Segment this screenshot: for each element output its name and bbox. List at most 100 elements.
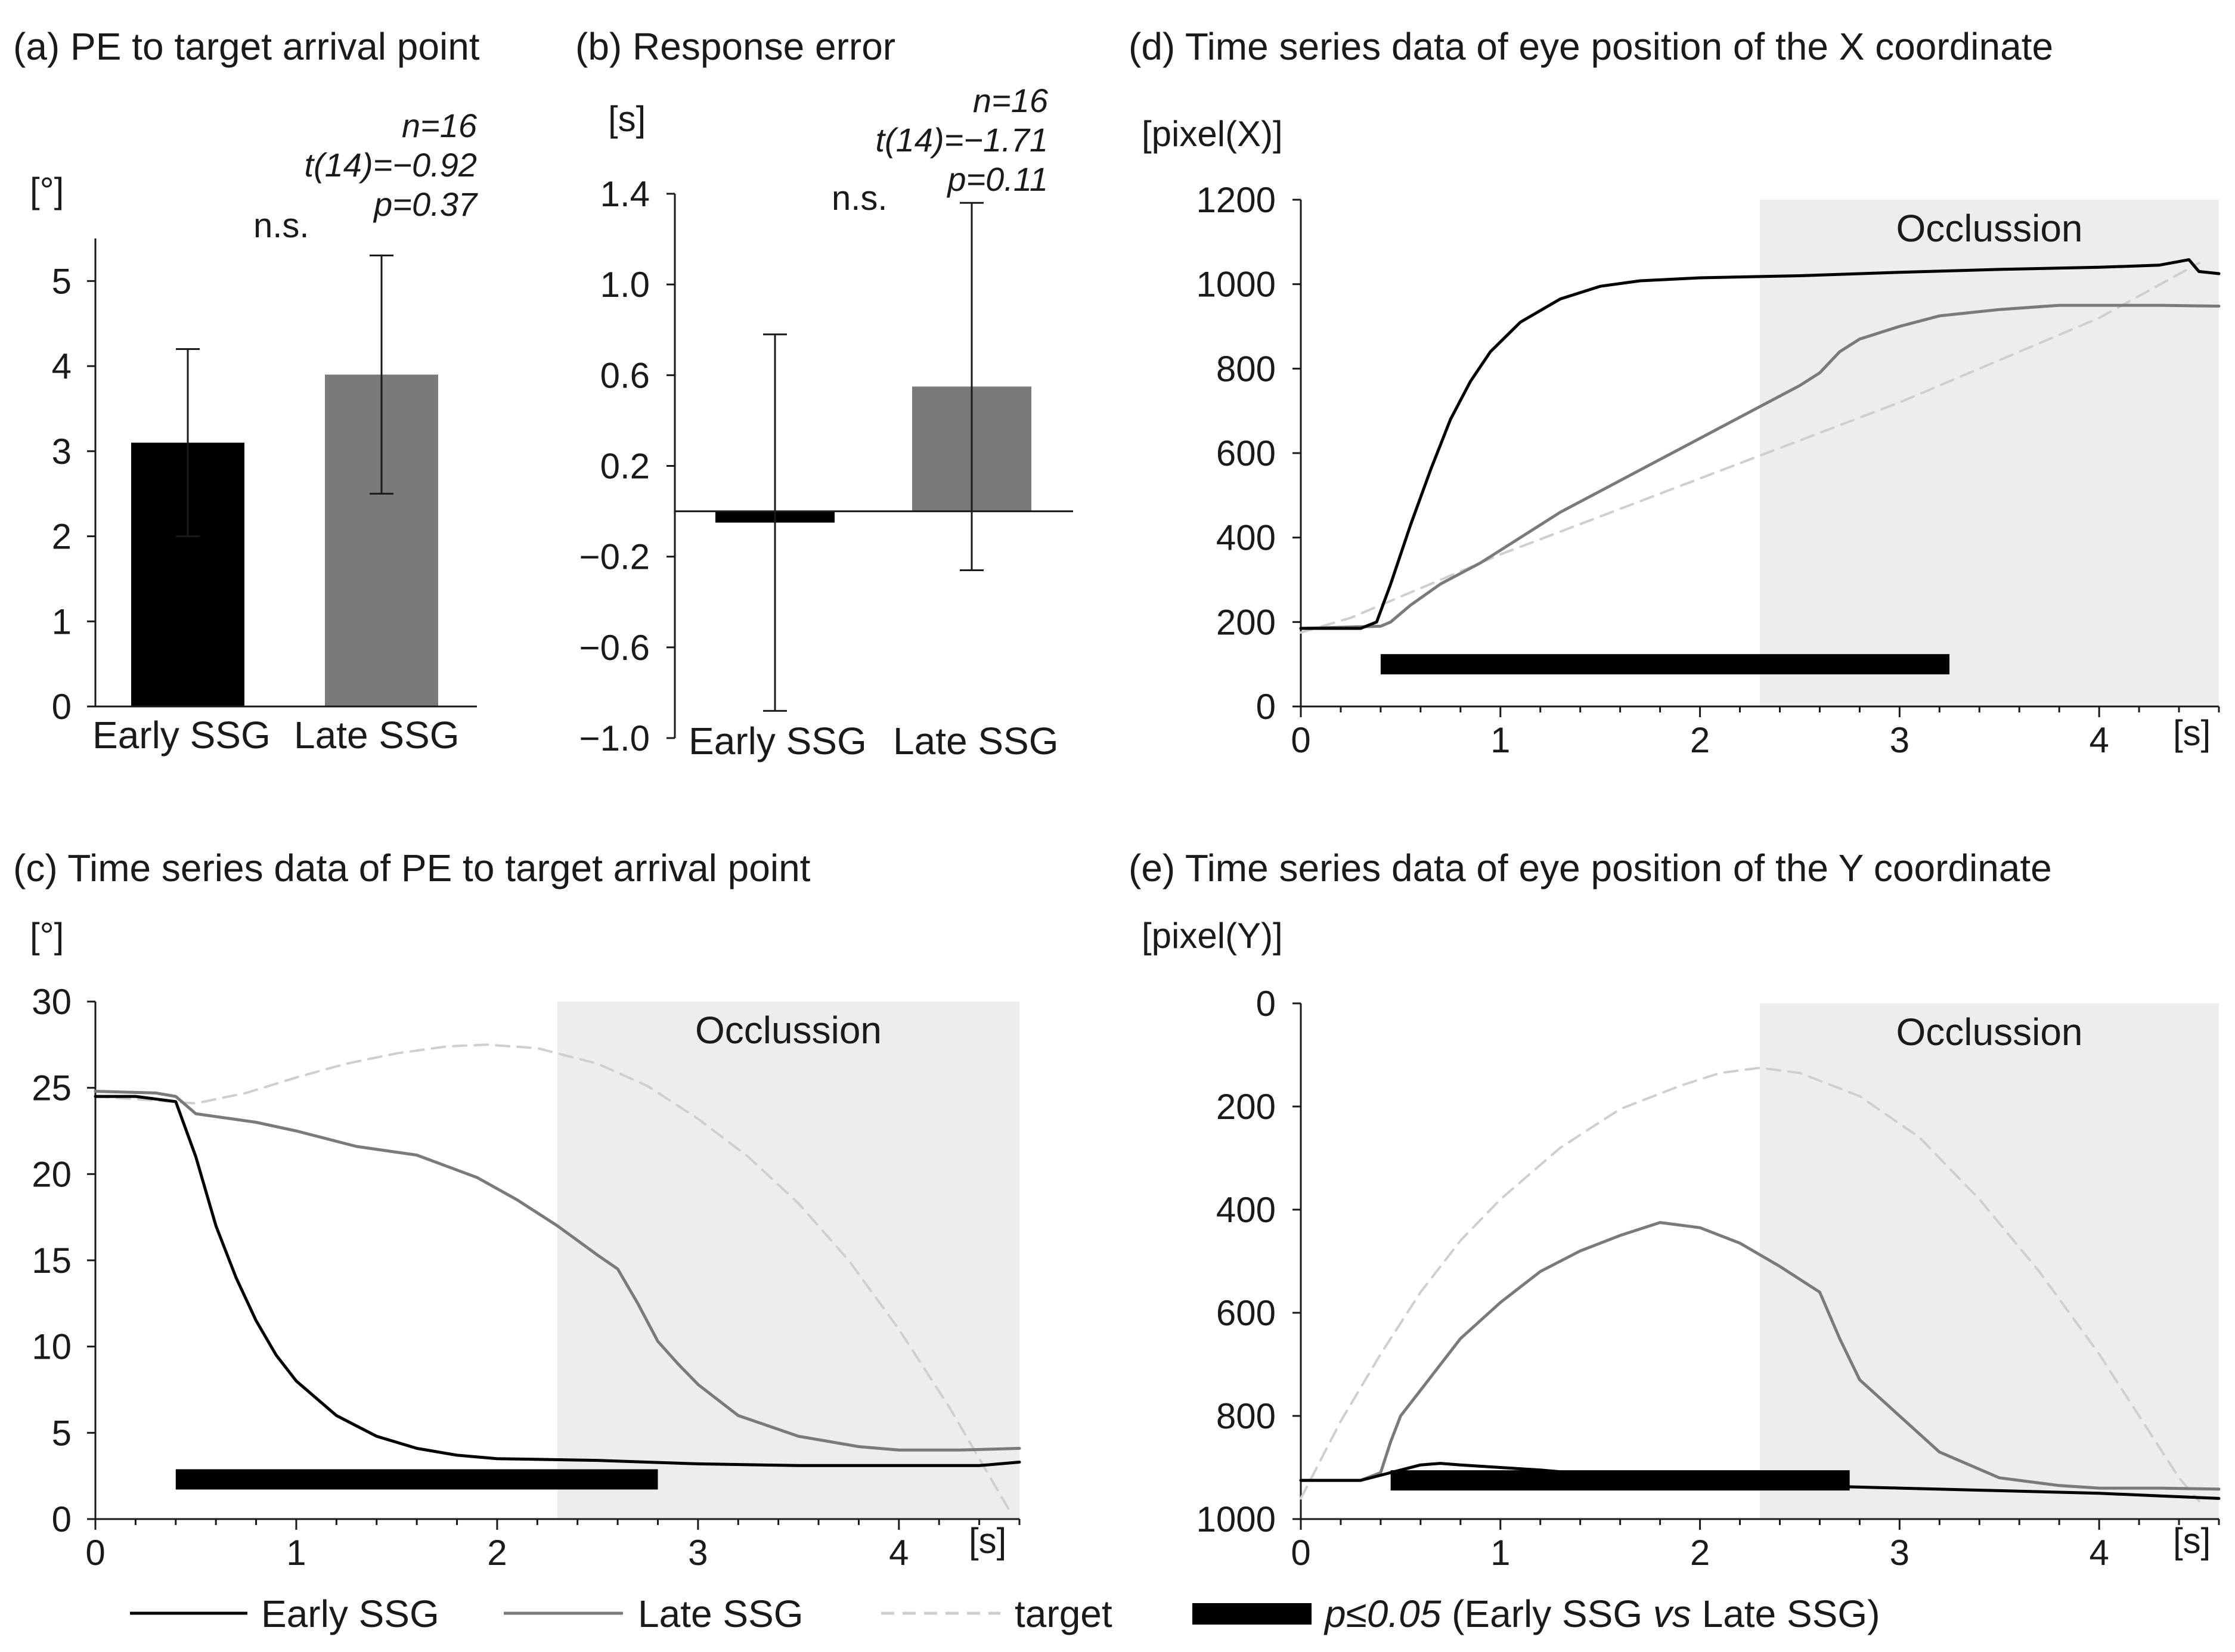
panel-c-plot-area: Occlussion 0 5 10 15 20 25 30 0 1 2 3 4	[32, 982, 1021, 1573]
panel-c-y-unit: [°]	[30, 916, 64, 956]
panel-b-ns-label: n.s.	[832, 179, 888, 218]
panel-e-y-tick-label: 400	[1216, 1190, 1276, 1230]
panel-c-y-tick-label: 30	[32, 982, 72, 1022]
panel-b-y-tick-label: 0.2	[600, 447, 650, 486]
panel-e-line-late	[1299, 1221, 2221, 1491]
panel-a-pe-bar-chart: (a) PE to target arrival point [°] n=16 …	[13, 25, 480, 757]
panel-c-y-tick-label: 5	[52, 1413, 72, 1453]
panel-e-x-tick-label: 4	[2089, 1533, 2109, 1573]
panel-d-significance-bar	[1380, 654, 1950, 675]
panel-d-y-tick-label: 600	[1216, 433, 1276, 473]
panel-c-occlusion-label: Occlussion	[695, 1009, 882, 1052]
legend: Early SSG Late SSG target p≤0.05 (Early …	[130, 1592, 1880, 1635]
panel-d-y-tick-label: 400	[1216, 518, 1276, 558]
panel-d-y-tick-label: 200	[1216, 602, 1276, 642]
panel-e-x-unit: [s]	[2173, 1521, 2211, 1561]
legend-target-label: target	[1015, 1592, 1112, 1635]
panel-a-y-tick-label: 1	[52, 602, 72, 641]
legend-sig-open: (Early SSG	[1441, 1592, 1653, 1635]
panel-a-y-unit: [°]	[30, 171, 64, 210]
panel-e-line-early	[1299, 1462, 2221, 1500]
panel-c-line-late	[94, 1090, 1021, 1452]
legend-sig-vs: vs	[1653, 1592, 1691, 1635]
panel-c-pe-timeseries-chart: (c) Time series data of PE to target arr…	[13, 847, 1021, 1573]
panel-e-line-target	[1300, 1067, 2200, 1502]
panel-d-x-tick-label: 0	[1291, 720, 1310, 760]
panel-b-stat-n: n=16	[973, 82, 1049, 119]
panel-a-stat-p: p=0.37	[373, 185, 478, 223]
panel-b-y-tick-label: −0.6	[579, 628, 650, 668]
panel-e-occlusion-region	[1760, 1003, 2219, 1519]
panel-e-y-tick-label: 600	[1216, 1293, 1276, 1333]
panel-c-line-target	[94, 1043, 1011, 1512]
panel-c-x-unit: [s]	[969, 1521, 1006, 1561]
panel-b-stat-p: p=0.11	[946, 160, 1048, 198]
panel-d-x-tick-label: 3	[1890, 720, 1909, 760]
panel-e-x-tick-label: 2	[1690, 1533, 1710, 1573]
legend-early-label: Early SSG	[261, 1592, 439, 1635]
panel-d-y-tick-label: 800	[1216, 349, 1276, 389]
panel-d-x-tick-label: 4	[2089, 720, 2109, 760]
panel-d-occlusion-label: Occlussion	[1896, 207, 2083, 250]
panel-a-ns-label: n.s.	[253, 206, 309, 245]
panel-c-x-tick-label: 4	[889, 1533, 909, 1573]
legend-significance-swatch	[1192, 1603, 1312, 1625]
legend-late-label: Late SSG	[638, 1592, 804, 1635]
panel-c-significance-bar	[175, 1469, 658, 1490]
panel-e-occlusion-label: Occlussion	[1896, 1011, 2083, 1053]
panel-d-line-early	[1299, 258, 2221, 630]
panel-d-y-unit: [pixel(X)]	[1142, 114, 1283, 154]
panel-e-x-tick-label: 0	[1291, 1533, 1310, 1573]
panel-d-plot-area: Occlussion 0 200 400 600 800 1000 1200 0 1 2 3 4	[1196, 180, 2221, 760]
panel-d-eye-x-chart: (d) Time series data of eye position of …	[1129, 25, 2221, 760]
panel-a-category-late: Late SSG	[294, 714, 460, 757]
panel-e-y-tick-label: 1000	[1196, 1499, 1276, 1539]
panel-a-title: (a) PE to target arrival point	[13, 25, 480, 68]
panel-b-y-tick-label: 0.6	[600, 355, 650, 395]
panel-d-title: (d) Time series data of eye position of …	[1129, 25, 2053, 68]
panel-a-y-tick-label: 3	[52, 432, 72, 472]
panel-c-line-early	[94, 1095, 1021, 1467]
panel-e-x-tick-label: 3	[1890, 1533, 1909, 1573]
panel-a-stats: n=16 t(14)=−0.92 p=0.37	[304, 107, 478, 223]
panel-b-stat-t: t(14)=−1.71	[875, 121, 1048, 159]
panel-e-y-unit: [pixel(Y)]	[1142, 916, 1283, 956]
panel-d-x-tick-label: 2	[1690, 720, 1710, 760]
panel-d-occlusion-region	[1760, 200, 2219, 706]
legend-significance-label: p≤0.05 (Early SSG vs Late SSG)	[1323, 1592, 1880, 1635]
panel-c-y-tick-label: 25	[32, 1068, 72, 1108]
panel-b-response-error-chart: (b) Response error [s] n=16 t(14)=−1.71 …	[575, 25, 1073, 763]
panel-c-x-tick-label: 2	[487, 1533, 507, 1573]
panel-c-x-tick-label: 0	[85, 1533, 105, 1573]
panel-e-x-tick-label: 1	[1490, 1533, 1510, 1573]
panel-c-y-tick-label: 15	[32, 1241, 72, 1281]
panel-d-x-tick-label: 1	[1490, 720, 1510, 760]
panel-e-title: (e) Time series data of eye position of …	[1129, 847, 2052, 889]
panel-c-x-tick-label: 3	[688, 1533, 708, 1573]
panel-c-x-tick-label: 1	[286, 1533, 306, 1573]
panel-d-line-late	[1299, 303, 2221, 630]
panel-d-y-tick-label: 1000	[1196, 265, 1276, 305]
panel-c-occlusion-region	[557, 1002, 1019, 1519]
panel-a-stat-t: t(14)=−0.92	[304, 146, 477, 184]
panel-b-title: (b) Response error	[575, 25, 895, 68]
panel-b-category-early: Early SSG	[689, 720, 867, 763]
panel-a-plot-area: 0 1 2 3 4 5	[52, 238, 477, 727]
panel-a-y-tick-label: 0	[52, 687, 72, 727]
panel-a-category-early: Early SSG	[92, 714, 271, 757]
legend-sig-close: Late SSG)	[1691, 1592, 1880, 1635]
panel-e-y-tick-label: 200	[1216, 1087, 1276, 1127]
panel-b-y-tick-label: −0.2	[579, 537, 650, 577]
panel-e-eye-y-chart: (e) Time series data of eye position of …	[1129, 847, 2221, 1573]
legend-sig-p: p≤0.05	[1323, 1592, 1442, 1635]
panel-b-y-tick-label: 1.0	[600, 265, 650, 305]
panel-e-y-tick-label: 800	[1216, 1396, 1276, 1436]
panel-e-plot-area: Occlussion 0 200 400 600 800 1000 0 1 2 3 4	[1196, 984, 2221, 1573]
panel-d-x-unit: [s]	[2173, 713, 2211, 753]
panel-a-stat-n: n=16	[402, 107, 478, 144]
panel-b-plot-area: −1.0 −0.6 −0.2 0.2 0.6 1.0 1.4	[579, 174, 1073, 758]
panel-b-stats: n=16 t(14)=−1.71 p=0.11	[875, 82, 1048, 198]
panel-a-y-tick-label: 5	[52, 261, 72, 301]
panel-b-y-unit: [s]	[608, 99, 646, 139]
